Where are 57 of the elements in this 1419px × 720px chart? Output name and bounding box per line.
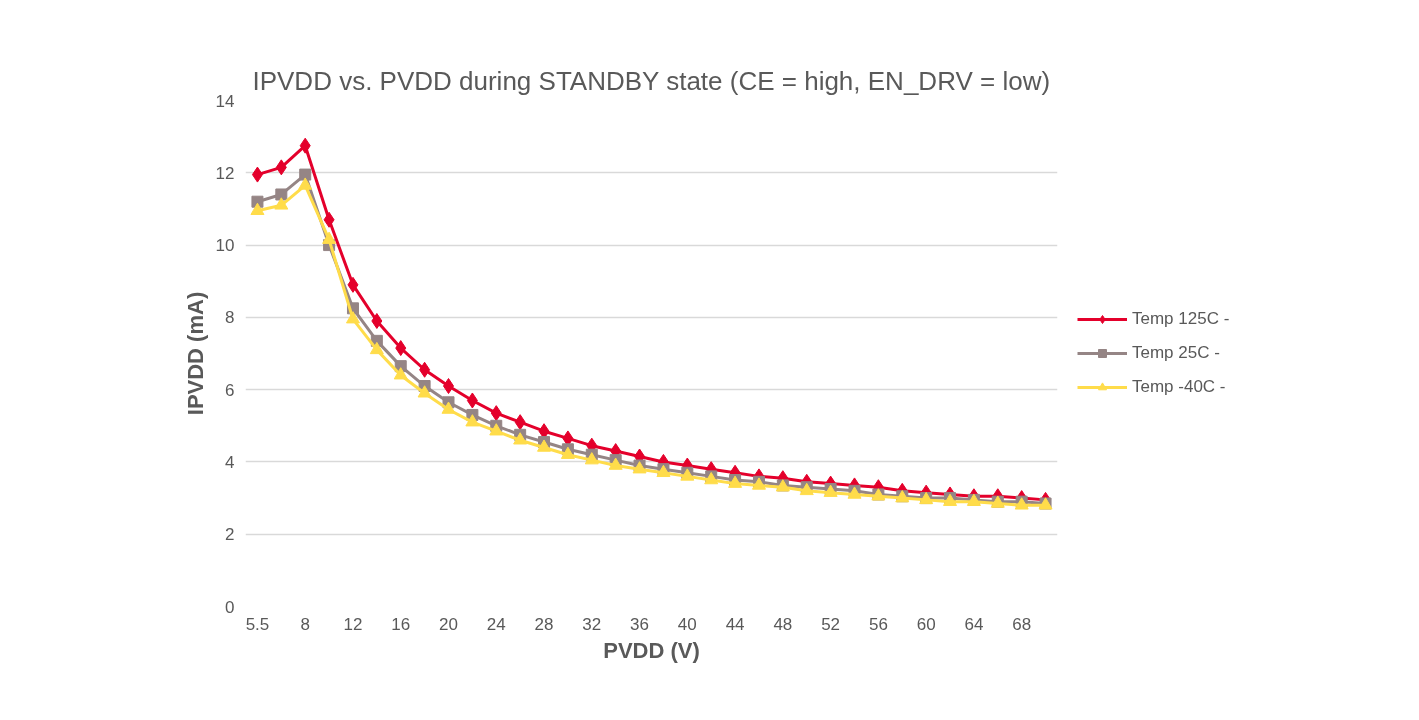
x-axis-title: PVDD (V): [603, 637, 700, 663]
x-tick-label: 32: [582, 614, 602, 634]
x-tick-label: 8: [300, 614, 310, 634]
point: [250, 202, 265, 215]
point: [489, 423, 504, 436]
x-tick-label: 20: [439, 614, 458, 634]
point: [322, 231, 337, 244]
x-tick-label: 56: [868, 614, 888, 634]
x-tick-label: 52: [821, 614, 841, 634]
point: [514, 414, 526, 431]
point: [299, 137, 311, 154]
y-tick-label: 14: [215, 91, 235, 111]
x-tick-label: 12: [343, 614, 363, 634]
point: [275, 188, 288, 201]
point: [323, 211, 335, 228]
legend-label: Temp 125C -: [1132, 309, 1230, 329]
x-tick-label: 16: [391, 614, 411, 634]
x-tick-label: 60: [916, 614, 936, 634]
point: [347, 276, 359, 293]
y-tick-label: 0: [225, 597, 235, 617]
point: [299, 168, 312, 181]
point: [275, 159, 287, 176]
y-tick-label: 12: [215, 163, 235, 183]
x-tick-label: 24: [486, 614, 506, 634]
legend-label: Temp 25C -: [1132, 343, 1220, 363]
point: [584, 452, 599, 465]
point: [441, 401, 456, 414]
x-tick-label: 40: [677, 614, 697, 634]
point: [393, 367, 408, 380]
point: [298, 177, 313, 190]
y-tick-label: 8: [225, 308, 235, 328]
point: [371, 312, 383, 329]
point: [369, 341, 384, 355]
point: [466, 392, 478, 409]
point: [490, 405, 502, 422]
point: [274, 197, 289, 210]
x-tick-label: 28: [534, 614, 554, 634]
y-axis-title: IPVDD (mA): [182, 291, 208, 416]
legend-label: Temp -40C -: [1132, 377, 1226, 397]
point: [251, 166, 263, 183]
x-tick-label: 68: [1012, 614, 1032, 634]
x-tick-label: 44: [725, 614, 745, 634]
point: [345, 311, 360, 324]
point: [513, 432, 528, 445]
x-tick-label: 64: [964, 614, 984, 634]
point: [395, 340, 407, 357]
point: [465, 414, 480, 427]
chart-title: IPVDD vs. PVDD during STANDBY state (CE = high, EN_DRV = low): [252, 65, 1051, 96]
y-tick-label: 6: [225, 380, 235, 400]
x-tick-label: 5.5: [245, 614, 270, 634]
point: [419, 361, 431, 378]
y-tick-label: 10: [215, 236, 235, 256]
y-tick-label: 4: [225, 452, 235, 472]
x-tick-label: 36: [630, 614, 650, 634]
y-tick-label: 2: [225, 525, 235, 545]
x-tick-label: 48: [773, 614, 793, 634]
point: [417, 385, 432, 398]
